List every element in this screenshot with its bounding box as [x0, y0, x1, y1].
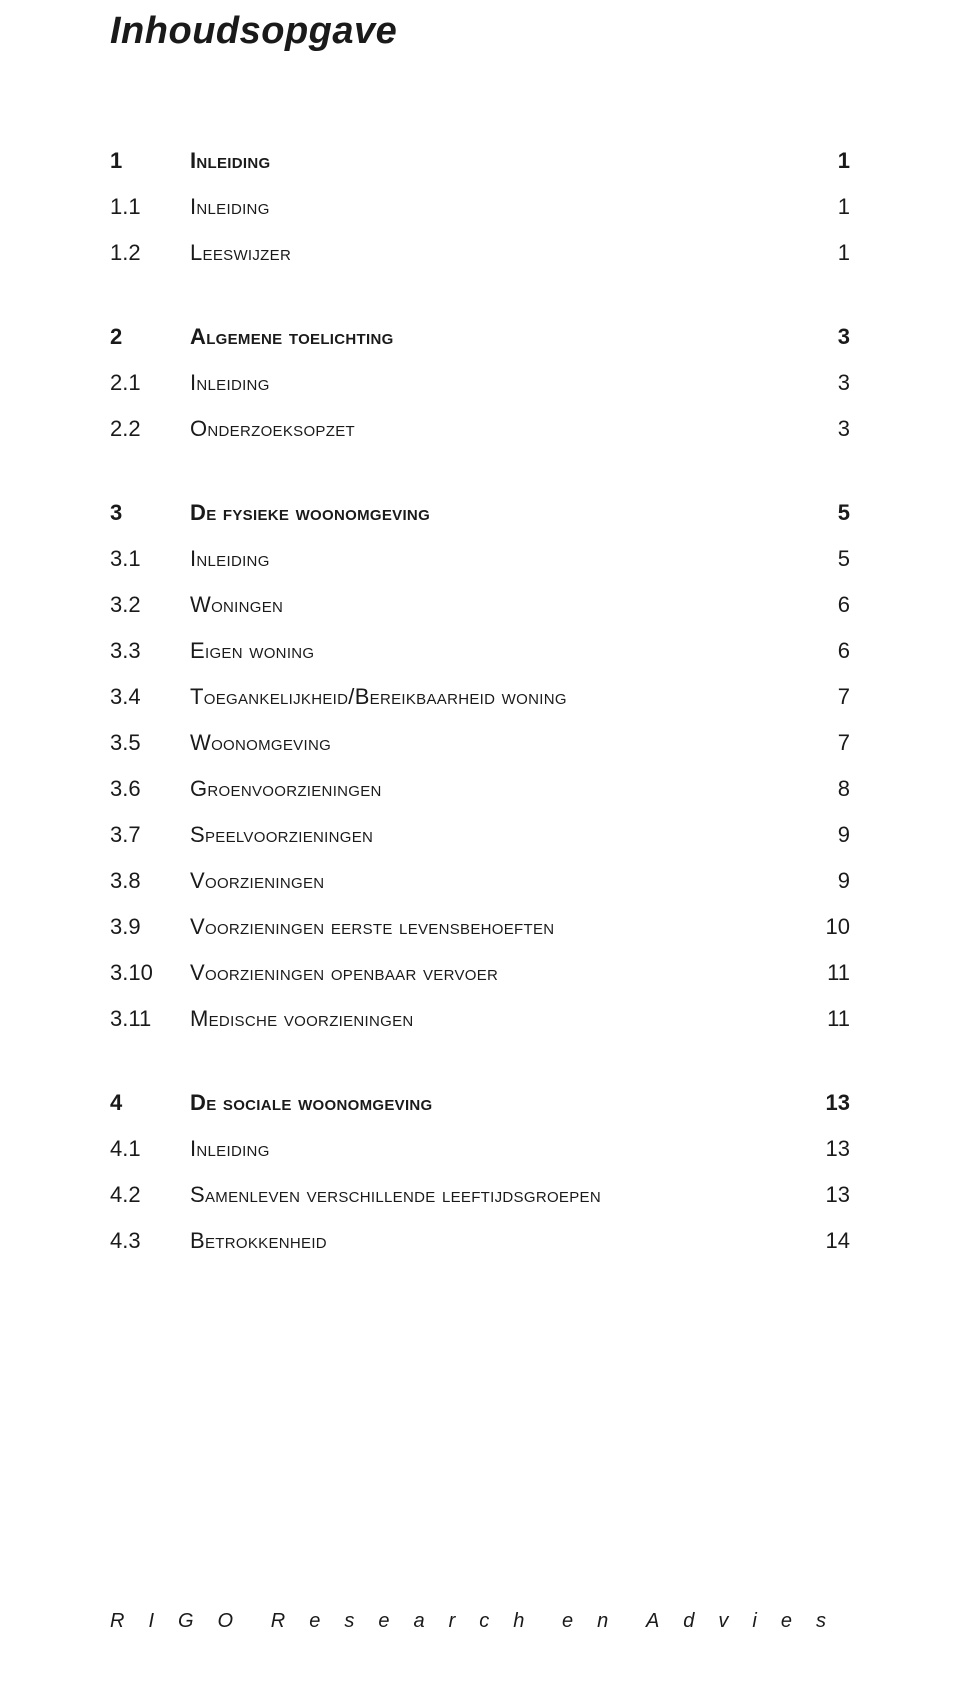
toc-number: 1.1	[110, 194, 190, 220]
toc-number: 3.10	[110, 960, 190, 986]
toc-number: 3.3	[110, 638, 190, 664]
toc-label: Inleiding	[190, 546, 790, 572]
toc-chapter-row: 3 De fysieke woonomgeving 5	[110, 500, 850, 526]
toc-number: 3.6	[110, 776, 190, 802]
toc-page: 13	[790, 1136, 850, 1162]
toc-page: 9	[790, 822, 850, 848]
toc-section-row: 3.3 Eigen woning 6	[110, 638, 850, 664]
page-title: Inhoudsopgave	[110, 10, 850, 53]
toc-label: Eigen woning	[190, 638, 790, 664]
footer-gap	[257, 1610, 271, 1633]
toc-label: Toegankelijkheid/Bereikbaarheid woning	[190, 684, 790, 710]
footer-part: en	[562, 1610, 632, 1633]
toc-page: 11	[790, 1006, 850, 1032]
toc-label: De fysieke woonomgeving	[190, 500, 790, 526]
toc-section-row: 3.9 Voorzieningen eerste levensbehoeften…	[110, 914, 850, 940]
toc-number: 3.11	[110, 1006, 190, 1032]
toc-number: 3.7	[110, 822, 190, 848]
toc-section-row: 3.2 Woningen 6	[110, 592, 850, 618]
toc-number: 4.1	[110, 1136, 190, 1162]
toc-label: Leeswijzer	[190, 240, 790, 266]
toc-section-row: 3.1 Inleiding 5	[110, 546, 850, 572]
footer-gap	[548, 1610, 562, 1633]
toc-section-row: 4.1 Inleiding 13	[110, 1136, 850, 1162]
footer: RIGO Research en Advies	[110, 1610, 850, 1633]
toc-page: 6	[790, 638, 850, 664]
toc-page: 3	[790, 416, 850, 442]
toc-number: 2	[110, 324, 190, 350]
footer-part: Advies	[646, 1610, 850, 1633]
toc-label: Voorzieningen eerste levensbehoeften	[190, 914, 790, 940]
toc-number: 4.2	[110, 1182, 190, 1208]
toc-page: 3	[790, 370, 850, 396]
toc-page: 8	[790, 776, 850, 802]
toc-number: 2.2	[110, 416, 190, 442]
toc-section-row: 3.7 Speelvoorzieningen 9	[110, 822, 850, 848]
toc-page: 13	[790, 1182, 850, 1208]
footer-part: RIGO	[110, 1610, 257, 1633]
toc-label: Inleiding	[190, 370, 790, 396]
toc-number: 3.8	[110, 868, 190, 894]
toc-number: 4.3	[110, 1228, 190, 1254]
toc-label: Woonomgeving	[190, 730, 790, 756]
toc-label: Samenleven verschillende leeftijdsgroepe…	[190, 1182, 790, 1208]
toc-section-row: 3.8 Voorzieningen 9	[110, 868, 850, 894]
toc-section-row: 1.2 Leeswijzer 1	[110, 240, 850, 266]
toc-number: 3.2	[110, 592, 190, 618]
toc-page: 5	[790, 500, 850, 526]
toc-label: Onderzoeksopzet	[190, 416, 790, 442]
toc-page: 6	[790, 592, 850, 618]
footer-part: Research	[271, 1610, 549, 1633]
table-of-contents: 1 Inleiding 1 1.1 Inleiding 1 1.2 Leeswi…	[110, 148, 850, 1254]
toc-page: 1	[790, 240, 850, 266]
toc-number: 3.1	[110, 546, 190, 572]
toc-label: Speelvoorzieningen	[190, 822, 790, 848]
toc-number: 4	[110, 1090, 190, 1116]
toc-page: 10	[790, 914, 850, 940]
toc-section-row: 3.4 Toegankelijkheid/Bereikbaarheid woni…	[110, 684, 850, 710]
toc-label: Inleiding	[190, 194, 790, 220]
toc-page: 13	[790, 1090, 850, 1116]
toc-label: Inleiding	[190, 1136, 790, 1162]
toc-number: 1.2	[110, 240, 190, 266]
footer-gap	[632, 1610, 646, 1633]
toc-label: Inleiding	[190, 148, 790, 174]
toc-chapter-row: 4 De sociale woonomgeving 13	[110, 1090, 850, 1116]
toc-page: 3	[790, 324, 850, 350]
toc-chapter-row: 1 Inleiding 1	[110, 148, 850, 174]
toc-number: 1	[110, 148, 190, 174]
toc-page: 1	[790, 148, 850, 174]
toc-number: 3.5	[110, 730, 190, 756]
toc-number: 3	[110, 500, 190, 526]
toc-number: 3.9	[110, 914, 190, 940]
toc-section-row: 2.2 Onderzoeksopzet 3	[110, 416, 850, 442]
toc-section-row: 3.10 Voorzieningen openbaar vervoer 11	[110, 960, 850, 986]
toc-label: Algemene toelichting	[190, 324, 790, 350]
toc-section-row: 2.1 Inleiding 3	[110, 370, 850, 396]
toc-label: Betrokkenheid	[190, 1228, 790, 1254]
toc-page: 5	[790, 546, 850, 572]
toc-section-row: 3.5 Woonomgeving 7	[110, 730, 850, 756]
toc-label: Groenvoorzieningen	[190, 776, 790, 802]
toc-label: Medische voorzieningen	[190, 1006, 790, 1032]
toc-number: 3.4	[110, 684, 190, 710]
toc-section-row: 4.2 Samenleven verschillende leeftijdsgr…	[110, 1182, 850, 1208]
toc-number: 2.1	[110, 370, 190, 396]
toc-page: 7	[790, 730, 850, 756]
toc-section-row: 4.3 Betrokkenheid 14	[110, 1228, 850, 1254]
toc-label: De sociale woonomgeving	[190, 1090, 790, 1116]
page: Inhoudsopgave 1 Inleiding 1 1.1 Inleidin…	[0, 10, 960, 1693]
toc-label: Voorzieningen	[190, 868, 790, 894]
toc-page: 14	[790, 1228, 850, 1254]
toc-section-row: 3.6 Groenvoorzieningen 8	[110, 776, 850, 802]
toc-page: 7	[790, 684, 850, 710]
toc-chapter-row: 2 Algemene toelichting 3	[110, 324, 850, 350]
toc-page: 9	[790, 868, 850, 894]
toc-label: Woningen	[190, 592, 790, 618]
toc-section-row: 3.11 Medische voorzieningen 11	[110, 1006, 850, 1032]
toc-page: 11	[790, 960, 850, 986]
toc-section-row: 1.1 Inleiding 1	[110, 194, 850, 220]
toc-label: Voorzieningen openbaar vervoer	[190, 960, 790, 986]
toc-page: 1	[790, 194, 850, 220]
